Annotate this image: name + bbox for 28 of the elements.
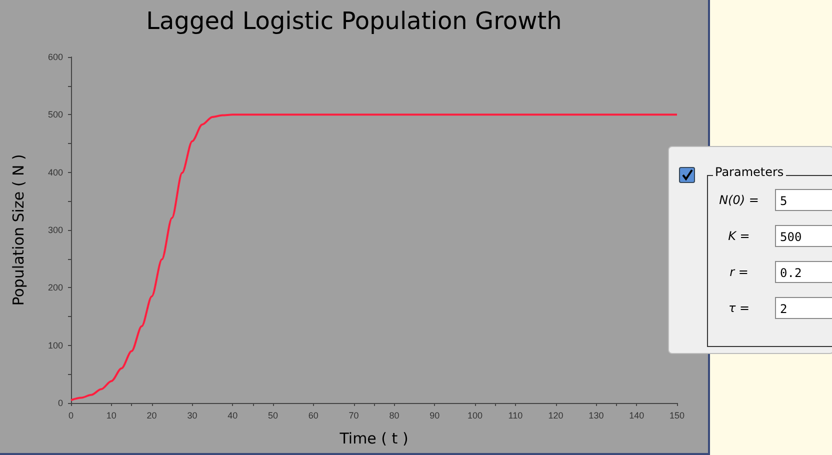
y-tick-label: 100 bbox=[48, 340, 63, 350]
y-tick-label: 600 bbox=[48, 52, 63, 62]
x-tick-label: 30 bbox=[187, 410, 198, 420]
x-tick-label: 110 bbox=[508, 410, 523, 420]
x-tick-label: 20 bbox=[146, 410, 157, 420]
x-tick-label: 60 bbox=[308, 410, 318, 420]
x-tick-label: 50 bbox=[268, 410, 278, 420]
x-tick-label: 70 bbox=[348, 410, 359, 420]
x-tick-label: 90 bbox=[430, 410, 440, 420]
line-series bbox=[70, 114, 678, 402]
y-tick-label: 300 bbox=[48, 225, 63, 235]
x-tick-label: 140 bbox=[629, 410, 644, 420]
x-tick-label: 150 bbox=[669, 410, 685, 420]
x-tick-label: 100 bbox=[467, 410, 483, 420]
parameters-panel: Parameters N(0) = 5 K = 500 r = 0.2 τ = 2 bbox=[668, 146, 832, 354]
y-tick-label: 400 bbox=[48, 167, 63, 178]
x-tick-label: 10 bbox=[106, 410, 116, 420]
y-axis-title: Population Size ( N ) bbox=[10, 154, 28, 306]
chart-title: Lagged Logistic Population Growth bbox=[146, 7, 562, 35]
x-tick-label: 0 bbox=[68, 410, 74, 420]
x-tick-label: 40 bbox=[228, 410, 238, 420]
x-tick-label: 130 bbox=[588, 410, 604, 420]
x-tick-label: 80 bbox=[389, 410, 400, 420]
y-tick-label: 200 bbox=[48, 282, 63, 293]
y-tick-label: 0 bbox=[58, 398, 63, 408]
x-tick-label: 120 bbox=[548, 410, 564, 420]
x-axis-title: Time ( t ) bbox=[338, 430, 408, 448]
y-tick-label: 500 bbox=[48, 110, 63, 120]
